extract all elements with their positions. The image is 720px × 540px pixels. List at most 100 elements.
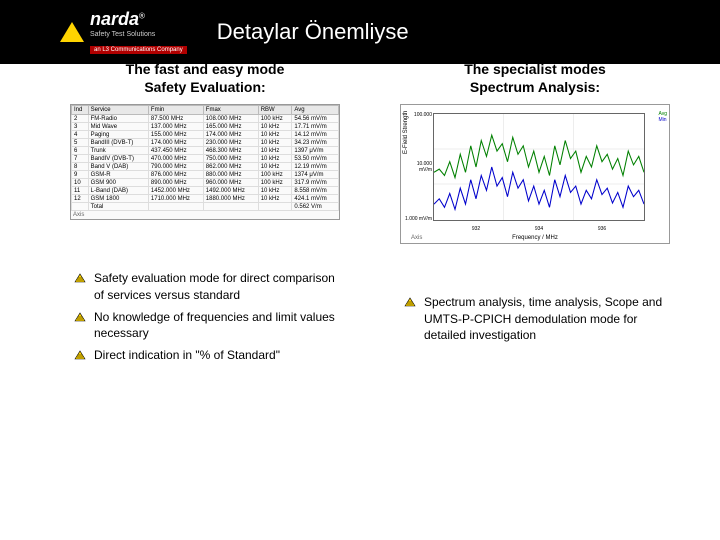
table-header: RBW [258,106,292,115]
table-cell: 34.23 mV/m [292,139,339,147]
table-cell: 54.56 mV/m [292,115,339,123]
table-cell: 100 kHz [258,171,292,179]
table-cell: 155.000 MHz [148,131,203,139]
table-cell: 10 kHz [258,139,292,147]
safety-table-inner: IndServiceFminFmaxRBWAvg 2FM-Radio87.500… [71,105,339,211]
logo-name: narda [90,9,139,29]
table-cell: Paging [88,131,148,139]
table-cell: 960.000 MHz [203,179,258,187]
table-cell: BandIV (DVB-T) [88,155,148,163]
chart-axis-label: Axis [411,235,422,241]
table-cell: 6 [72,147,89,155]
right-column: The specialist modes Spectrum Analysis: … [400,60,670,369]
table-row: Total 0.562 V/m [72,203,339,211]
table-cell: 0.562 V/m [292,203,339,211]
table-cell: GSM 1800 [88,195,148,203]
spectrum-svg [434,114,644,220]
table-header: Ind [72,106,89,115]
table-cell: 1492.000 MHz [203,187,258,195]
table-cell: 10 kHz [258,155,292,163]
table-row: 2FM-Radio87.500 MHz108.000 MHz100 kHz54.… [72,115,339,123]
table-cell: 108.000 MHz [203,115,258,123]
table-cell: L-Band (DAB) [88,187,148,195]
table-cell: FM-Radio [88,115,148,123]
table-cell: 174.000 MHz [203,131,258,139]
logo-company-bar: an L3 Communications Company [90,46,187,54]
table-cell: BandIII (DVB-T) [88,139,148,147]
xtick-2: 936 [598,226,606,232]
table-cell: 11 [72,187,89,195]
logo-subtitle: Safety Test Solutions [90,31,187,38]
table-cell: GSM 900 [88,179,148,187]
table-cell: 880.000 MHz [203,171,258,179]
table-cell: 174.000 MHz [148,139,203,147]
table-cell: 10 kHz [258,123,292,131]
table-cell: 87.500 MHz [148,115,203,123]
bullet-triangle-icon [404,297,416,307]
spectrum-chart: E-Field Strength 100.000 10.000 mV/m 1.0… [400,104,670,244]
table-row: 8Band V (DAB)790.000 MHz862.000 MHz10 kH… [72,163,339,171]
table-row: 10GSM 900890.000 MHz960.000 MHz100 kHz31… [72,179,339,187]
table-cell [203,203,258,211]
table-cell: 750.000 MHz [203,155,258,163]
table-cell: 12 [72,195,89,203]
left-column: The fast and easy mode Safety Evaluation… [70,60,340,369]
table-cell: 17.71 mV/m [292,123,339,131]
chart-plot-area: 100.000 10.000 mV/m 1.000 mV/m 932 934 9… [433,113,645,221]
table-cell: 4 [72,131,89,139]
table-cell: Mid Wave [88,123,148,131]
table-row: 11L-Band (DAB)1452.000 MHz1492.000 MHz10… [72,187,339,195]
table-cell: 10 kHz [258,187,292,195]
table-header: Fmax [203,106,258,115]
table-cell: 317.9 mV/m [292,179,339,187]
xtick-1: 934 [535,226,543,232]
table-cell: 10 kHz [258,195,292,203]
table-cell: 862.000 MHz [203,163,258,171]
right-title-line2: Spectrum Analysis: [470,79,600,95]
table-cell: Band V (DAB) [88,163,148,171]
bullet-text: Spectrum analysis, time analysis, Scope … [424,294,670,343]
safety-table: IndServiceFminFmaxRBWAvg 2FM-Radio87.500… [70,104,340,220]
table-header: Fmin [148,106,203,115]
table-header: Service [88,106,148,115]
ytick-2: 1.000 mV/m [404,216,432,222]
bullet-item: Direct indication in "% of Standard" [74,347,340,363]
table-cell: 8 [72,163,89,171]
table-cell: 12.19 mV/m [292,163,339,171]
table-cell [72,203,89,211]
table-cell: 9 [72,171,89,179]
table-header: Avg [292,106,339,115]
page-title: Detaylar Önemliyse [217,19,409,45]
table-cell: 470.000 MHz [148,155,203,163]
bullet-item: No knowledge of frequencies and limit va… [74,309,340,341]
table-cell: 7 [72,155,89,163]
table-cell: 468.300 MHz [203,147,258,155]
table-cell: 10 kHz [258,163,292,171]
ytick-0: 100.000 [404,112,432,118]
table-row: 5BandIII (DVB-T)174.000 MHz230.000 MHz10… [72,139,339,147]
table-cell: 1710.000 MHz [148,195,203,203]
bullet-text: No knowledge of frequencies and limit va… [94,309,340,341]
table-cell: 2 [72,115,89,123]
logo-triangle-icon [60,22,84,42]
table-cell: 165.000 MHz [203,123,258,131]
table-cell: 14.12 mV/m [292,131,339,139]
left-title-line2: Safety Evaluation: [144,79,265,95]
bullet-triangle-icon [74,350,86,360]
table-cell: Total [88,203,148,211]
left-bullets: Safety evaluation mode for direct compar… [70,270,340,363]
table-cell: 1397 μV/m [292,147,339,155]
bullet-item: Spectrum analysis, time analysis, Scope … [404,294,670,343]
table-cell: 424.1 mV/m [292,195,339,203]
xtick-0: 932 [472,226,480,232]
table-cell: 100 kHz [258,179,292,187]
table-cell: Trunk [88,147,148,155]
table-cell: 53.50 mV/m [292,155,339,163]
table-cell: 790.000 MHz [148,163,203,171]
header: narda® Safety Test Solutions an L3 Commu… [0,0,720,64]
table-cell: 8.558 mV/m [292,187,339,195]
table-cell: 100 kHz [258,115,292,123]
right-title: The specialist modes Spectrum Analysis: [400,60,670,96]
table-row: 7BandIV (DVB-T)470.000 MHz750.000 MHz10 … [72,155,339,163]
table-cell: 3 [72,123,89,131]
